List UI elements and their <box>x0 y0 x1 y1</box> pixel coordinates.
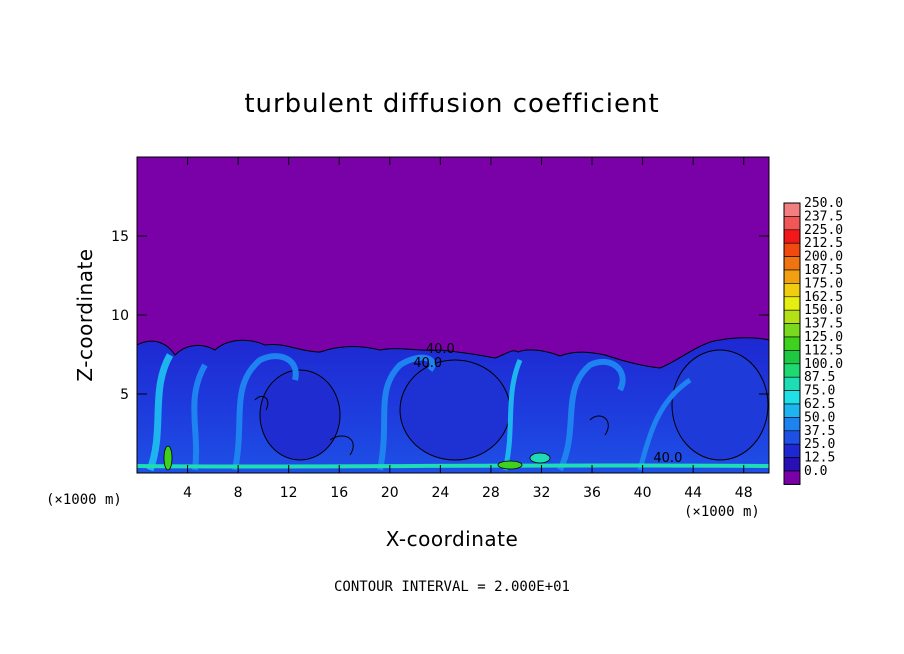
colorbar-swatch <box>783 202 801 217</box>
x-axis-ticks: 4 8 12 16 20 24 28 32 36 40 44 48 <box>183 157 753 501</box>
eddy-left <box>259 369 341 461</box>
colorbar-swatch <box>783 390 801 405</box>
colorbar-swatch <box>783 430 801 445</box>
colorbar-frame <box>783 202 801 485</box>
contour-label: 40.0 <box>426 342 455 357</box>
x-tick-label: 44 <box>684 485 702 501</box>
colorbar-label: 75.0 <box>804 384 835 399</box>
x-tick-label: 20 <box>381 485 399 501</box>
streak-center <box>502 359 523 471</box>
plot-area: 40.040.040.0 <box>137 157 769 473</box>
colorbar-swatch <box>783 443 801 458</box>
eddy-center <box>399 359 511 461</box>
colorbar-swatch <box>783 417 801 432</box>
x-tick-label: 12 <box>280 485 298 501</box>
hotspot-left <box>163 445 173 471</box>
colorbar: 250.0237.5225.0212.5200.0187.5175.0162.5… <box>783 196 843 485</box>
contour-fragment-1 <box>329 435 354 456</box>
colorbar-label: 25.0 <box>804 437 835 452</box>
colorbar-label: 162.5 <box>804 290 843 305</box>
colorbar-label: 237.5 <box>804 209 843 224</box>
y-tick-label: 10 <box>111 308 129 324</box>
x-tick-label: 28 <box>482 485 500 501</box>
colorbar-swatch <box>783 457 801 472</box>
colorbar-swatch <box>783 283 801 298</box>
eddy-right <box>671 349 769 461</box>
streak-left <box>146 353 174 472</box>
colorbar-label: 250.0 <box>804 196 843 211</box>
x-tick-label: 4 <box>183 485 192 501</box>
colorbar-label: 175.0 <box>804 276 843 291</box>
colorbar-label: 150.0 <box>804 303 843 318</box>
x-tick-label: 36 <box>583 485 601 501</box>
colorbar-swatch <box>783 309 801 324</box>
colorbar-label: 225.0 <box>804 223 843 238</box>
contour-fragment-3 <box>254 395 269 411</box>
streak-left-2 <box>191 363 208 471</box>
colorbar-swatch <box>783 229 801 244</box>
hotspot-center <box>497 460 523 470</box>
y-tick-label: 15 <box>111 229 129 245</box>
colorbar-swatch <box>783 216 801 231</box>
colorbar-label: 212.5 <box>804 236 843 251</box>
x-tick-label: 40 <box>634 485 652 501</box>
colorbar-label: 37.5 <box>804 424 835 439</box>
x-tick-label: 24 <box>431 485 449 501</box>
colorbar-label: 62.5 <box>804 397 835 412</box>
colorbar-swatch <box>783 323 801 338</box>
y-unit-label: (×1000 m) <box>46 492 122 508</box>
y-tick-label: 5 <box>120 387 129 403</box>
x-tick-label: 16 <box>330 485 348 501</box>
colorbar-label: 200.0 <box>804 250 843 265</box>
colorbar-swatch <box>783 363 801 378</box>
surface-band <box>137 463 769 469</box>
colorbar-swatch <box>783 376 801 391</box>
colorbar-swatch <box>783 256 801 271</box>
colorbar-swatch <box>783 296 801 311</box>
colorbar-swatch <box>783 403 801 418</box>
y-axis-label: Z-coordinate <box>73 248 97 381</box>
colorbar-label: 12.5 <box>804 451 835 466</box>
hotspot-center-2 <box>529 452 551 464</box>
x-tick-label: 32 <box>533 485 551 501</box>
colorbar-label: 112.5 <box>804 343 843 358</box>
y-axis-ticks: 5 10 15 <box>111 229 769 403</box>
colorbar-label: 125.0 <box>804 330 843 345</box>
streak-mid <box>232 353 299 471</box>
colorbar-label: 0.0 <box>804 464 827 479</box>
colorbar-label: 137.5 <box>804 317 843 332</box>
x-tick-label: 48 <box>735 485 753 501</box>
streak-right <box>557 358 626 472</box>
colorbar-swatch <box>783 269 801 284</box>
streak-far-right <box>637 377 692 471</box>
colorbar-swatch <box>783 350 801 365</box>
colorbar-label: 100.0 <box>804 357 843 372</box>
streak-plume <box>377 354 436 471</box>
x-axis-label: X-coordinate <box>386 527 519 551</box>
contour-interval-note: CONTOUR INTERVAL = 2.000E+01 <box>334 579 570 595</box>
colorbar-swatch <box>783 242 801 257</box>
colorbar-label: 187.5 <box>804 263 843 278</box>
colorbar-swatch <box>783 470 801 485</box>
chart-title: turbulent diffusion coefficient <box>244 89 659 119</box>
colorbar-label: 87.5 <box>804 370 835 385</box>
colorbar-swatch <box>783 336 801 351</box>
x-tick-label: 8 <box>234 485 243 501</box>
contour-labels: 40.040.040.0 <box>413 342 682 466</box>
contour-label: 40.0 <box>653 451 682 466</box>
contour-label: 40.0 <box>413 356 442 371</box>
contour-fragment-2 <box>589 415 609 436</box>
x-unit-label: (×1000 m) <box>684 504 760 520</box>
colorbar-label: 50.0 <box>804 410 835 425</box>
